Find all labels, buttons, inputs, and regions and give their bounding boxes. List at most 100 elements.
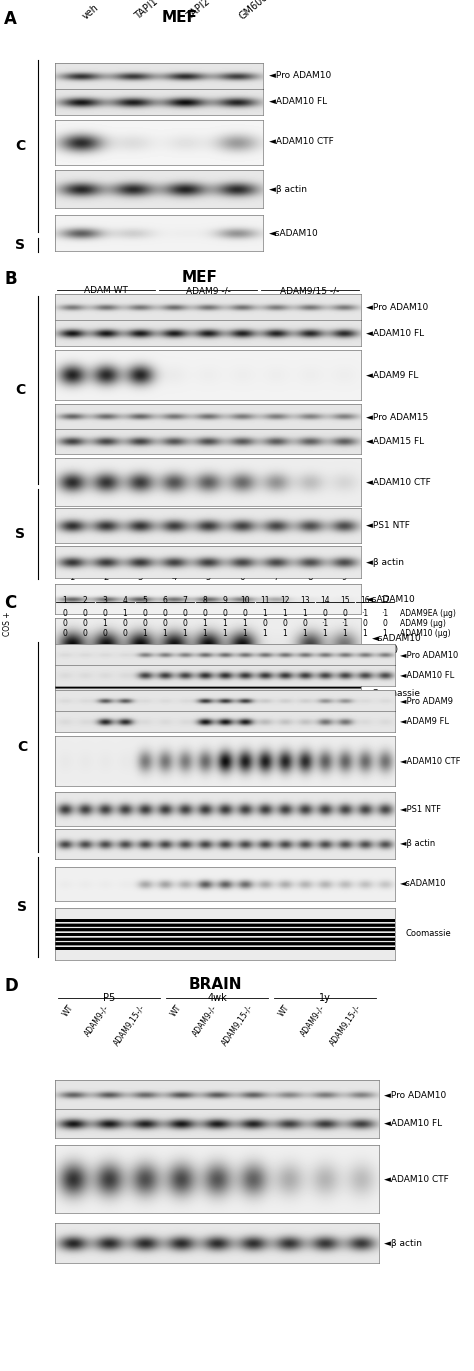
Text: 1: 1: [163, 629, 167, 639]
Text: TAPI1: TAPI1: [133, 0, 160, 22]
Text: WT: WT: [61, 1004, 75, 1019]
Text: ADAM9/15 -/-: ADAM9/15 -/-: [280, 287, 340, 295]
Text: ◄sADAM10: ◄sADAM10: [269, 229, 319, 237]
Text: A: A: [4, 10, 17, 27]
Text: WT: WT: [169, 1004, 183, 1019]
Text: ADAM WT: ADAM WT: [84, 287, 128, 295]
Text: 1: 1: [123, 610, 128, 618]
Text: ◄Pro ADAM10: ◄Pro ADAM10: [384, 1090, 446, 1100]
Text: 1: 1: [263, 610, 267, 618]
Text: ◄sADAM10: ◄sADAM10: [366, 595, 416, 603]
Text: 1: 1: [69, 573, 74, 583]
Text: ◄ADAM10 CTF: ◄ADAM10 CTF: [400, 757, 461, 765]
Text: 6: 6: [163, 596, 167, 605]
Text: 1: 1: [302, 610, 307, 618]
Text: 1: 1: [223, 620, 228, 628]
Text: Coomassie: Coomassie: [406, 930, 452, 939]
Text: 1: 1: [202, 629, 207, 639]
Text: 16: 16: [360, 596, 370, 605]
Text: P5: P5: [103, 993, 115, 1004]
Text: ·1: ·1: [382, 610, 389, 618]
Text: ◄β actin: ◄β actin: [384, 1238, 422, 1248]
Text: 4wk: 4wk: [207, 993, 227, 1004]
Text: 4: 4: [123, 596, 128, 605]
Text: 1: 1: [283, 610, 287, 618]
Text: ◄sADAM10
(O.N.): ◄sADAM10 (O.N.): [372, 635, 422, 654]
Text: ◄β actin: ◄β actin: [269, 185, 307, 193]
Text: 11: 11: [260, 596, 270, 605]
Text: ADAM9-/-: ADAM9-/-: [299, 1004, 327, 1038]
Text: ◄ADAM10 CTF: ◄ADAM10 CTF: [366, 477, 431, 487]
Text: 6: 6: [239, 573, 245, 583]
Text: 0: 0: [163, 610, 167, 618]
Text: 0: 0: [143, 610, 147, 618]
Text: 0: 0: [263, 620, 267, 628]
Text: MEF: MEF: [182, 270, 218, 285]
Text: 1: 1: [63, 596, 67, 605]
Text: S: S: [17, 899, 27, 914]
Text: veh: veh: [81, 3, 101, 22]
Text: 1: 1: [323, 629, 328, 639]
Text: ADAM9,15-/-: ADAM9,15-/-: [220, 1004, 255, 1047]
Text: ◄Pro ADAM9: ◄Pro ADAM9: [400, 696, 453, 706]
Text: ADAM10 (μg): ADAM10 (μg): [400, 629, 451, 639]
Text: 9: 9: [223, 596, 228, 605]
Text: 1: 1: [103, 620, 108, 628]
Text: B: B: [4, 270, 17, 288]
Text: ADAM9 -/-: ADAM9 -/-: [185, 287, 230, 295]
Text: 9: 9: [341, 573, 346, 583]
Text: 0: 0: [343, 610, 347, 618]
Text: ADAM9 (μg): ADAM9 (μg): [400, 620, 446, 628]
Text: 1: 1: [302, 629, 307, 639]
Text: 0: 0: [63, 610, 67, 618]
Text: ◄β actin: ◄β actin: [400, 839, 435, 849]
Text: ◄ADAM9 FL: ◄ADAM9 FL: [366, 370, 419, 380]
Text: 1: 1: [182, 629, 187, 639]
Text: 0: 0: [223, 610, 228, 618]
Text: 0: 0: [363, 620, 367, 628]
Text: ADAM9EA (μg): ADAM9EA (μg): [400, 610, 456, 618]
Text: C: C: [15, 138, 25, 154]
Text: 0: 0: [283, 620, 287, 628]
Text: 1: 1: [243, 629, 247, 639]
Text: 0: 0: [102, 629, 108, 639]
Text: ADAM9-/-: ADAM9-/-: [83, 1004, 111, 1038]
Text: Coomassie: Coomassie: [372, 688, 421, 698]
Text: 7: 7: [273, 573, 279, 583]
Text: ◄Pro ADAM10: ◄Pro ADAM10: [366, 303, 428, 311]
Text: 0: 0: [143, 620, 147, 628]
Text: ·1: ·1: [321, 620, 328, 628]
Text: 7: 7: [182, 596, 187, 605]
Text: 1: 1: [143, 629, 147, 639]
Text: S: S: [15, 239, 25, 252]
Text: MEF: MEF: [162, 10, 198, 25]
Text: 12: 12: [280, 596, 290, 605]
Text: ◄Pro ADAM10: ◄Pro ADAM10: [400, 650, 458, 659]
Text: 0: 0: [383, 620, 387, 628]
Text: ◄PS1 NTF: ◄PS1 NTF: [366, 521, 410, 529]
Text: 1: 1: [283, 629, 287, 639]
Text: 0: 0: [123, 629, 128, 639]
Text: 1: 1: [223, 629, 228, 639]
Text: ◄β actin: ◄β actin: [366, 558, 404, 566]
Text: 5: 5: [143, 596, 147, 605]
Text: 14: 14: [320, 596, 330, 605]
Text: 3: 3: [102, 596, 108, 605]
Text: 0: 0: [82, 629, 87, 639]
Text: 0: 0: [323, 610, 328, 618]
Text: 1: 1: [383, 629, 387, 639]
Text: ·1: ·1: [341, 620, 348, 628]
Text: 8: 8: [202, 596, 207, 605]
Text: ◄ADAM10 CTF: ◄ADAM10 CTF: [269, 137, 334, 147]
Text: C: C: [4, 594, 16, 611]
Text: 5: 5: [205, 573, 210, 583]
Text: 0: 0: [82, 610, 87, 618]
Text: BRAIN: BRAIN: [188, 978, 242, 993]
Text: 0: 0: [182, 610, 187, 618]
Text: GM6001: GM6001: [237, 0, 274, 22]
Text: ◄Pro ADAM10: ◄Pro ADAM10: [269, 71, 331, 81]
Text: 0: 0: [102, 610, 108, 618]
Text: ADAM9,15-/-: ADAM9,15-/-: [112, 1004, 147, 1047]
Text: 0: 0: [182, 620, 187, 628]
Text: ◄ADAM10 FL: ◄ADAM10 FL: [400, 670, 454, 680]
